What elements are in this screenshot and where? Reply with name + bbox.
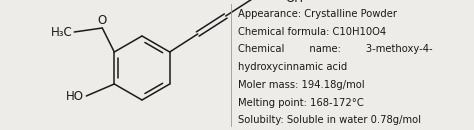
Text: hydroxycinnamic acid: hydroxycinnamic acid: [238, 62, 347, 72]
Text: H₃C: H₃C: [51, 25, 73, 38]
Text: Chemical        name:        3-methoxy-4-: Chemical name: 3-methoxy-4-: [238, 44, 433, 54]
Text: O: O: [98, 14, 107, 27]
Text: OH: OH: [286, 0, 304, 5]
Text: HO: HO: [66, 89, 84, 102]
Text: Melting point: 168-172°C: Melting point: 168-172°C: [238, 98, 364, 108]
Text: Chemical formula: C10H10O4: Chemical formula: C10H10O4: [238, 27, 386, 37]
Text: Appearance: Crystalline Powder: Appearance: Crystalline Powder: [238, 9, 397, 19]
Text: Solubilty: Soluble in water 0.78g/mol: Solubilty: Soluble in water 0.78g/mol: [238, 115, 421, 125]
Text: Moler mass: 194.18g/mol: Moler mass: 194.18g/mol: [238, 80, 365, 90]
